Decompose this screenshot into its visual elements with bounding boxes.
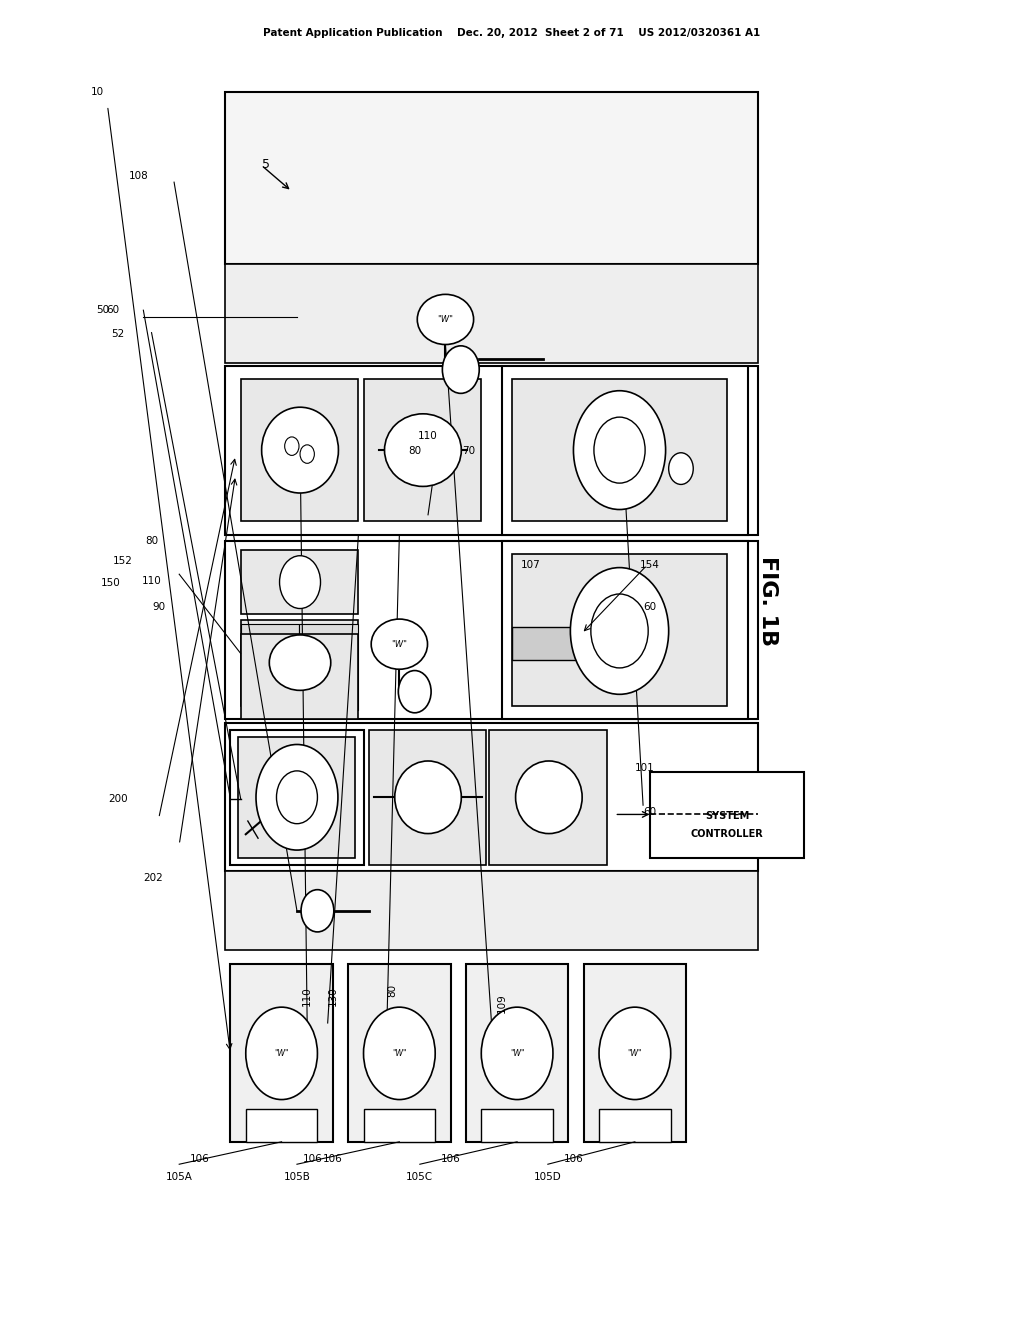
Bar: [369, 730, 486, 865]
Text: SYSTEM: SYSTEM: [705, 810, 750, 821]
Text: 105A: 105A: [166, 1172, 193, 1183]
Text: 105D: 105D: [534, 1172, 562, 1183]
Circle shape: [599, 1007, 671, 1100]
Bar: [225, 264, 758, 363]
Text: 50: 50: [96, 305, 109, 315]
Text: "W": "W": [437, 315, 454, 323]
Bar: [230, 730, 364, 865]
Bar: [225, 871, 758, 950]
Text: 110: 110: [418, 430, 438, 441]
Bar: [364, 1109, 435, 1142]
Text: 108: 108: [128, 170, 148, 181]
Text: 5: 5: [262, 158, 270, 172]
Text: 152: 152: [113, 556, 133, 566]
Bar: [241, 624, 299, 710]
Text: 60: 60: [644, 602, 656, 612]
Text: 106: 106: [440, 1154, 461, 1164]
Bar: [502, 541, 748, 719]
Text: 150: 150: [100, 578, 121, 589]
Bar: [241, 634, 358, 719]
Text: 80: 80: [409, 446, 421, 457]
Ellipse shape: [418, 294, 473, 345]
Bar: [466, 964, 568, 1142]
Text: 106: 106: [323, 1154, 343, 1164]
Circle shape: [573, 391, 666, 510]
Circle shape: [246, 1007, 317, 1100]
Bar: [512, 627, 579, 660]
Text: "W": "W": [628, 1049, 642, 1057]
Bar: [225, 723, 758, 871]
Text: 200: 200: [108, 793, 128, 804]
Ellipse shape: [516, 760, 582, 834]
Text: 52: 52: [112, 329, 124, 339]
Text: 70: 70: [463, 446, 475, 457]
Text: 105C: 105C: [407, 1172, 433, 1183]
Bar: [225, 92, 758, 264]
Circle shape: [364, 1007, 435, 1100]
Bar: [502, 366, 748, 535]
Bar: [512, 379, 727, 521]
Ellipse shape: [371, 619, 428, 669]
Circle shape: [285, 437, 299, 455]
Text: 154: 154: [640, 560, 660, 570]
Ellipse shape: [394, 760, 461, 834]
Bar: [241, 379, 358, 521]
Circle shape: [594, 417, 645, 483]
Bar: [238, 737, 355, 858]
Bar: [599, 1109, 671, 1142]
Circle shape: [301, 890, 334, 932]
Bar: [481, 1109, 553, 1142]
Text: 60: 60: [106, 305, 119, 315]
Text: 130: 130: [328, 987, 338, 1006]
Text: 80: 80: [387, 983, 397, 997]
Bar: [230, 964, 333, 1142]
Text: 10: 10: [91, 87, 103, 98]
Text: 110: 110: [302, 987, 312, 1006]
Text: 106: 106: [189, 1154, 210, 1164]
Bar: [241, 550, 358, 614]
Ellipse shape: [262, 407, 338, 492]
Circle shape: [669, 453, 693, 484]
Bar: [299, 624, 358, 710]
Bar: [225, 366, 758, 535]
Ellipse shape: [269, 635, 331, 690]
Ellipse shape: [385, 414, 461, 487]
Text: "W": "W": [274, 1049, 289, 1057]
Text: CONTROLLER: CONTROLLER: [690, 829, 764, 840]
Bar: [364, 379, 481, 521]
Text: "W": "W": [391, 640, 408, 648]
Bar: [650, 772, 804, 858]
Text: 109: 109: [497, 994, 507, 1012]
Circle shape: [300, 445, 314, 463]
Text: 101: 101: [635, 763, 655, 774]
Text: "W": "W": [392, 1049, 407, 1057]
Circle shape: [481, 1007, 553, 1100]
Text: 105B: 105B: [284, 1172, 310, 1183]
Text: 110: 110: [141, 576, 162, 586]
Bar: [348, 964, 451, 1142]
Text: 80: 80: [145, 536, 158, 546]
Circle shape: [591, 594, 648, 668]
Text: 60: 60: [644, 807, 656, 817]
Circle shape: [280, 556, 321, 609]
Text: 202: 202: [143, 873, 164, 883]
Bar: [225, 541, 758, 719]
Text: "W": "W": [510, 1049, 524, 1057]
Circle shape: [276, 771, 317, 824]
Text: 106: 106: [563, 1154, 584, 1164]
Circle shape: [442, 346, 479, 393]
Text: Patent Application Publication    Dec. 20, 2012  Sheet 2 of 71    US 2012/032036: Patent Application Publication Dec. 20, …: [263, 28, 761, 38]
Bar: [489, 730, 607, 865]
Bar: [512, 554, 727, 706]
Circle shape: [398, 671, 431, 713]
Circle shape: [570, 568, 669, 694]
Circle shape: [256, 744, 338, 850]
Text: 107: 107: [520, 560, 541, 570]
Bar: [246, 1109, 317, 1142]
Text: 90: 90: [153, 602, 165, 612]
Bar: [584, 964, 686, 1142]
Text: 106: 106: [302, 1154, 323, 1164]
Text: FIG. 1B: FIG. 1B: [758, 556, 778, 645]
Bar: [241, 620, 358, 706]
